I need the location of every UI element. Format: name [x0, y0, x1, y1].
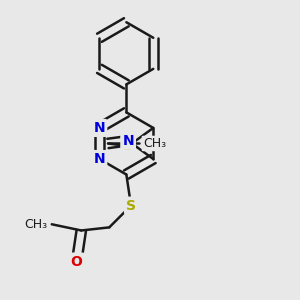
Text: N: N: [94, 121, 105, 135]
Text: S: S: [123, 139, 133, 153]
Text: O: O: [71, 255, 82, 268]
Text: CH₃: CH₃: [143, 137, 166, 150]
Text: N: N: [94, 152, 105, 166]
Text: N: N: [122, 134, 134, 148]
Text: CH₃: CH₃: [25, 218, 48, 231]
Text: S: S: [126, 199, 136, 213]
